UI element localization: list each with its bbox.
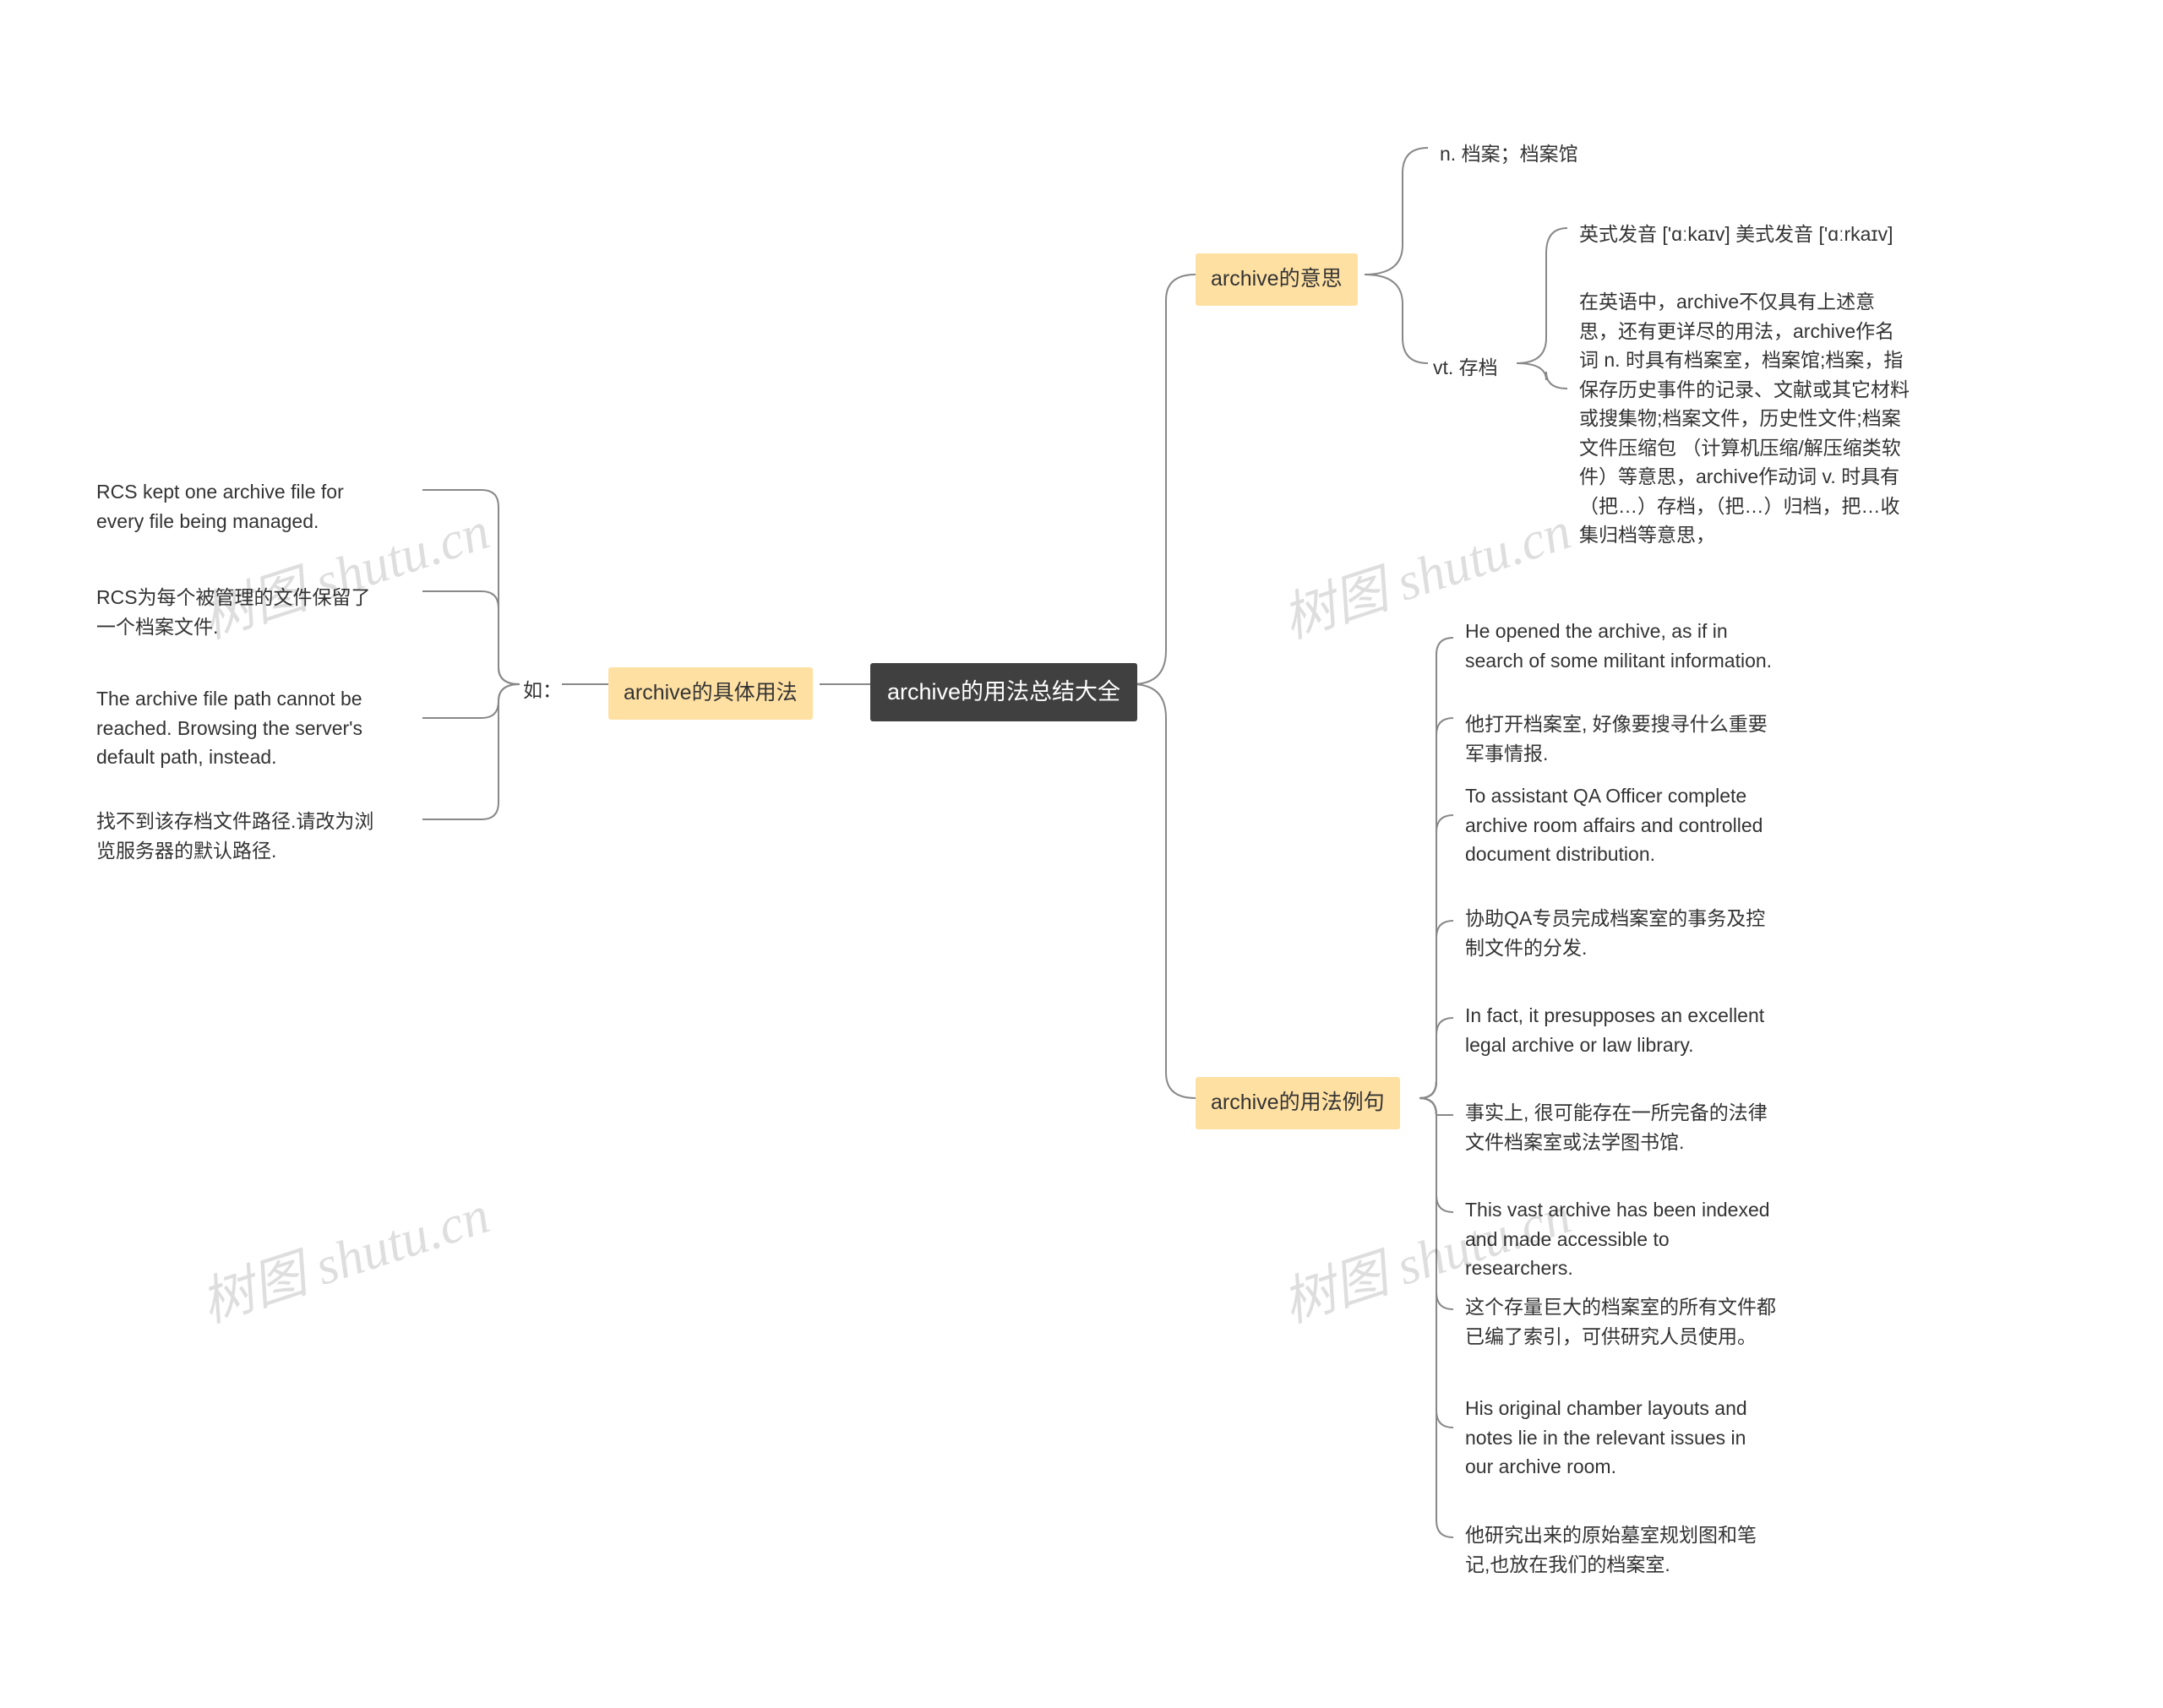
example-0: He opened the archive, as if in search o… (1453, 608, 1791, 683)
left-leaf-0: RCS kept one archive file for every file… (84, 469, 389, 544)
example-8: His original chamber layouts and notes l… (1453, 1385, 1791, 1490)
left-leaf-2: The archive file path cannot be reached.… (84, 676, 389, 781)
branch-examples[interactable]: archive的用法例句 (1196, 1077, 1400, 1129)
example-4: In fact, it presupposes an excellent leg… (1453, 993, 1791, 1068)
meaning-verb: vt. 存档 (1428, 346, 1503, 389)
example-7: 这个存量巨大的档案室的所有文件都已编了索引，可供研究人员使用。 (1453, 1284, 1791, 1359)
branch-meaning[interactable]: archive的意思 (1196, 253, 1358, 306)
watermark: 树图 shutu.cn (190, 1172, 498, 1338)
example-3: 协助QA专员完成档案室的事务及控制文件的分发. (1453, 895, 1791, 971)
left-leaf-3: 找不到该存档文件路径.请改为浏览服务器的默认路径. (84, 798, 389, 873)
root-node[interactable]: archive的用法总结大全 (870, 663, 1137, 721)
example-5: 事实上, 很可能存在一所完备的法律文件档案室或法学图书馆. (1453, 1090, 1791, 1165)
branch-label: archive的意思 (1211, 267, 1343, 291)
left-leaf-1: RCS为每个被管理的文件保留了一个档案文件. (84, 574, 389, 650)
example-1: 他打开档案室, 好像要搜寻什么重要军事情报. (1453, 701, 1791, 776)
sublabel-eg: 如： (520, 669, 565, 712)
example-6: This vast archive has been indexed and m… (1453, 1187, 1791, 1292)
pronunciation: 英式发音 ['ɑːkaɪv] 美式发音 ['ɑːrkaɪv] (1567, 211, 1905, 258)
root-label: archive的用法总结大全 (887, 679, 1120, 704)
branch-specific-usage[interactable]: archive的具体用法 (608, 667, 813, 720)
meaning-detail: 在英语中，archive不仅具有上述意思，还有更详尽的用法，archive作名词… (1567, 279, 1922, 558)
example-9: 他研究出来的原始墓室规划图和笔记,也放在我们的档案室. (1453, 1512, 1791, 1587)
branch-label: archive的具体用法 (624, 681, 798, 704)
branch-label: archive的用法例句 (1211, 1091, 1385, 1114)
example-2: To assistant QA Officer complete archive… (1453, 773, 1791, 878)
meaning-noun: n. 档案；档案馆 (1428, 131, 1590, 177)
